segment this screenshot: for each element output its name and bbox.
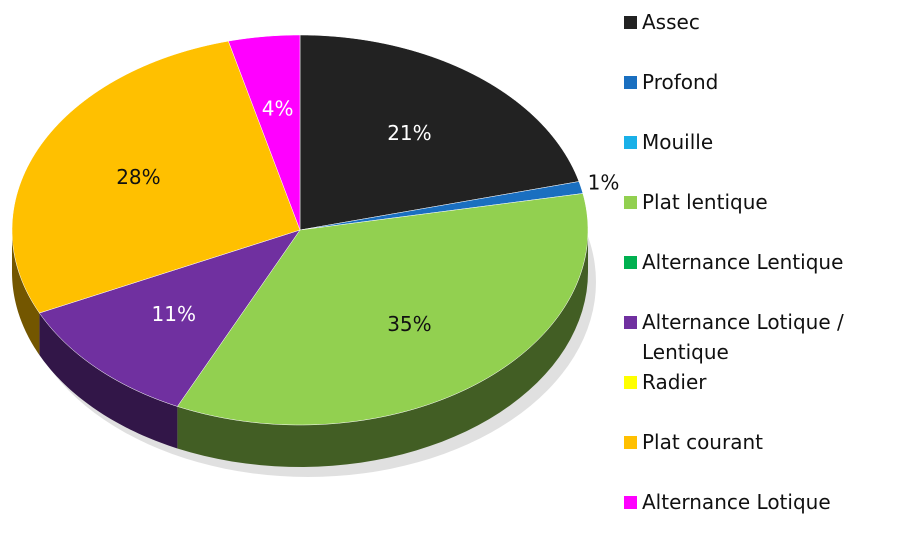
data-label: 35% <box>387 312 431 336</box>
legend-label: Alternance Lotique / Lentique <box>642 310 844 364</box>
data-label: 21% <box>387 121 431 145</box>
legend-label: Alternance Lentique <box>642 250 844 274</box>
legend-item: Profond <box>624 67 914 127</box>
legend-swatch <box>624 376 637 389</box>
legend-label: Radier <box>642 370 707 394</box>
slice <box>39 229 301 407</box>
legend-label: Plat lentique <box>642 190 768 214</box>
page: 21% 1% 35% 11% 28% 4% Assec Profond Mouille Plat… <box>11 10 844 514</box>
legend-item: Assec <box>624 7 914 67</box>
legend-swatch <box>624 316 637 329</box>
legend-swatch <box>624 136 637 149</box>
data-label: 4% <box>262 97 294 121</box>
legend-swatch <box>624 76 637 89</box>
data-label: 28% <box>116 165 160 189</box>
legend-label: Alternance Lotique <box>642 490 831 514</box>
slice-side <box>12 230 40 356</box>
slice-side <box>177 230 588 467</box>
legend-item: Radier <box>624 367 914 427</box>
legend-label: Plat courant <box>642 430 763 454</box>
slice-side <box>39 313 178 449</box>
legend-swatch <box>624 496 637 509</box>
legend-label: Profond <box>642 70 719 94</box>
legend-item: Plat courant <box>624 427 914 487</box>
legend-item: Mouille <box>624 127 914 187</box>
data-label: 11% <box>152 302 196 326</box>
legend-label: Assec <box>642 10 700 34</box>
legend-item: Alternance Lentique <box>624 247 914 307</box>
legend-swatch <box>624 256 637 269</box>
legend-item: Plat lentique <box>624 187 914 247</box>
legend-label: Mouille <box>642 130 714 154</box>
legend: Assec Profond Mouille Plat lentique Alternan… <box>624 7 914 547</box>
legend-swatch <box>624 196 637 209</box>
slice <box>299 34 580 231</box>
legend-item: Alternance Lotique <box>624 487 914 547</box>
slice <box>228 34 301 231</box>
chart: 21% 1% 35% 11% 28% 4% <box>11 34 620 477</box>
slice <box>11 40 301 314</box>
data-label: 1% <box>588 171 620 195</box>
legend-item: Alternance Lotique / Lentique <box>624 307 914 367</box>
slice <box>176 193 589 426</box>
legend-swatch <box>624 16 637 29</box>
legend-swatch <box>624 436 637 449</box>
